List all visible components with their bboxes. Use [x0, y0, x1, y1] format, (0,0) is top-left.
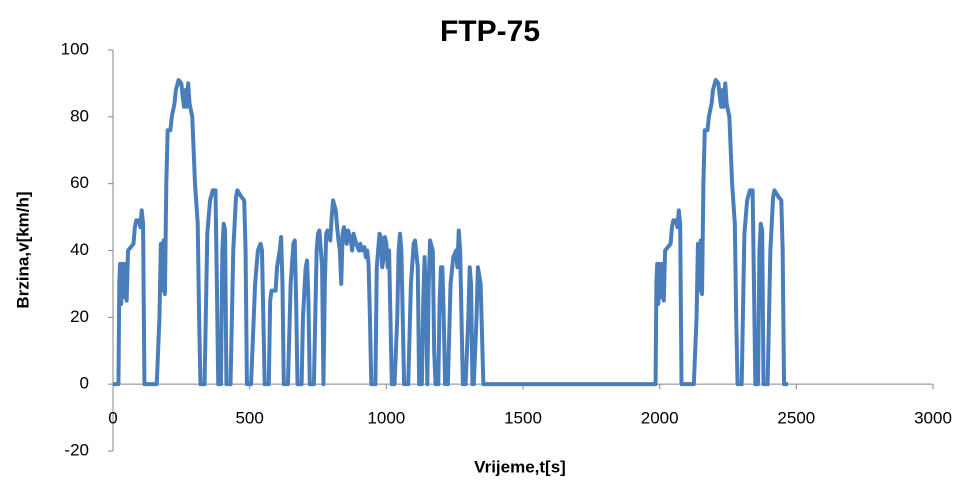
y-tick-label: 0 [80, 374, 89, 393]
x-axis-title: Vrijeme,t[s] [474, 457, 566, 476]
y-tick-label: 40 [70, 240, 89, 259]
data-line [113, 78, 789, 387]
x-tick-label: 1000 [367, 409, 405, 428]
x-tick-label: 500 [235, 409, 263, 428]
x-tick-label: 0 [108, 409, 117, 428]
chart-title: FTP-75 [440, 15, 540, 48]
y-tick-label: 100 [61, 39, 89, 58]
y-tick-label: 80 [70, 106, 89, 125]
x-tick-label: 1500 [504, 409, 542, 428]
x-tick-label: 2000 [641, 409, 679, 428]
y-tick-label: 20 [70, 307, 89, 326]
x-tick-label: 3000 [914, 409, 952, 428]
y-tick-label: -20 [64, 440, 89, 459]
x-tick-label: 2500 [777, 409, 815, 428]
y-axis-title: Brzina,v[km/h] [13, 191, 32, 308]
y-tick-label: 60 [70, 173, 89, 192]
